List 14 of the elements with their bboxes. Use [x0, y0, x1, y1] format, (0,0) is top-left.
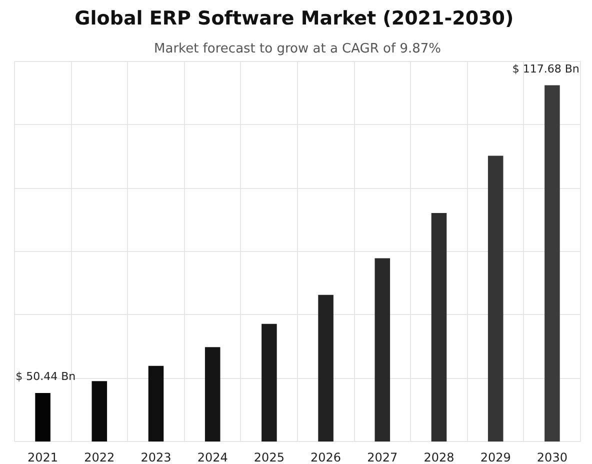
x-tick-label: 2023 [140, 450, 172, 464]
x-tick-label: 2021 [28, 450, 58, 464]
x-tick-label: 2030 [536, 450, 568, 464]
x-tick-label: 2024 [197, 450, 228, 464]
x-tick-label: 2022 [84, 450, 115, 464]
x-tick-label: 2025 [254, 450, 284, 464]
x-tick-label: 2027 [367, 450, 398, 464]
x-tick-label: 2026 [310, 450, 342, 464]
x-tick-label: 2029 [480, 450, 511, 464]
data-label: $ 50.44 Bn [16, 370, 76, 383]
data-label: $ 117.68 Bn [512, 62, 580, 76]
chart-title: Global ERP Software Market (2021-2030) [74, 8, 514, 30]
x-tick-label: 2028 [424, 450, 454, 464]
chart-subtitle: Market forecast to grow at a CAGR of 9.87% [154, 42, 441, 56]
